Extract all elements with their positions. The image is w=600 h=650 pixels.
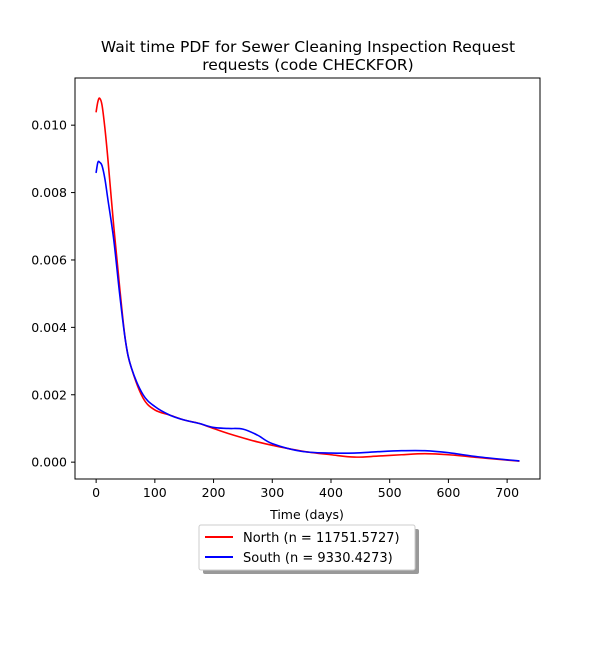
x-axis: 0 100 200 300 400 500 600 700 — [92, 479, 519, 500]
x-tick-label: 600 — [436, 485, 460, 500]
legend-label-south: South (n = 9330.4273) — [243, 551, 393, 566]
y-tick-label: 0.000 — [31, 455, 67, 470]
y-tick-label: 0.004 — [31, 320, 67, 335]
x-tick-label: 400 — [319, 485, 343, 500]
x-tick-label: 700 — [495, 485, 519, 500]
y-tick-label: 0.010 — [31, 118, 67, 133]
legend-label-north: North (n = 11751.5727) — [243, 531, 400, 546]
chart-title-line-1: Wait time PDF for Sewer Cleaning Inspect… — [101, 38, 515, 56]
series-layer — [95, 97, 520, 462]
y-tick-label: 0.002 — [31, 387, 67, 402]
y-tick-label: 0.008 — [31, 185, 67, 200]
plot-frame — [74, 77, 541, 480]
x-tick-label: 300 — [260, 485, 284, 500]
chart-title-line-2: requests (code CHECKFOR) — [202, 56, 413, 74]
x-tick-label: 0 — [92, 485, 100, 500]
x-tick-label: 200 — [202, 485, 226, 500]
series-line-north — [95, 97, 520, 462]
y-tick-label: 0.006 — [31, 252, 67, 267]
x-tick-label: 100 — [143, 485, 167, 500]
y-axis: 0.000 0.002 0.004 0.006 0.008 0.010 — [31, 118, 75, 470]
legend-box — [198, 524, 416, 571]
series-line-south — [95, 160, 520, 462]
x-tick-label: 500 — [378, 485, 402, 500]
x-axis-label: Time (days) — [269, 507, 344, 522]
legend: North (n = 11751.5727) South (n = 9330.4… — [198, 524, 419, 574]
